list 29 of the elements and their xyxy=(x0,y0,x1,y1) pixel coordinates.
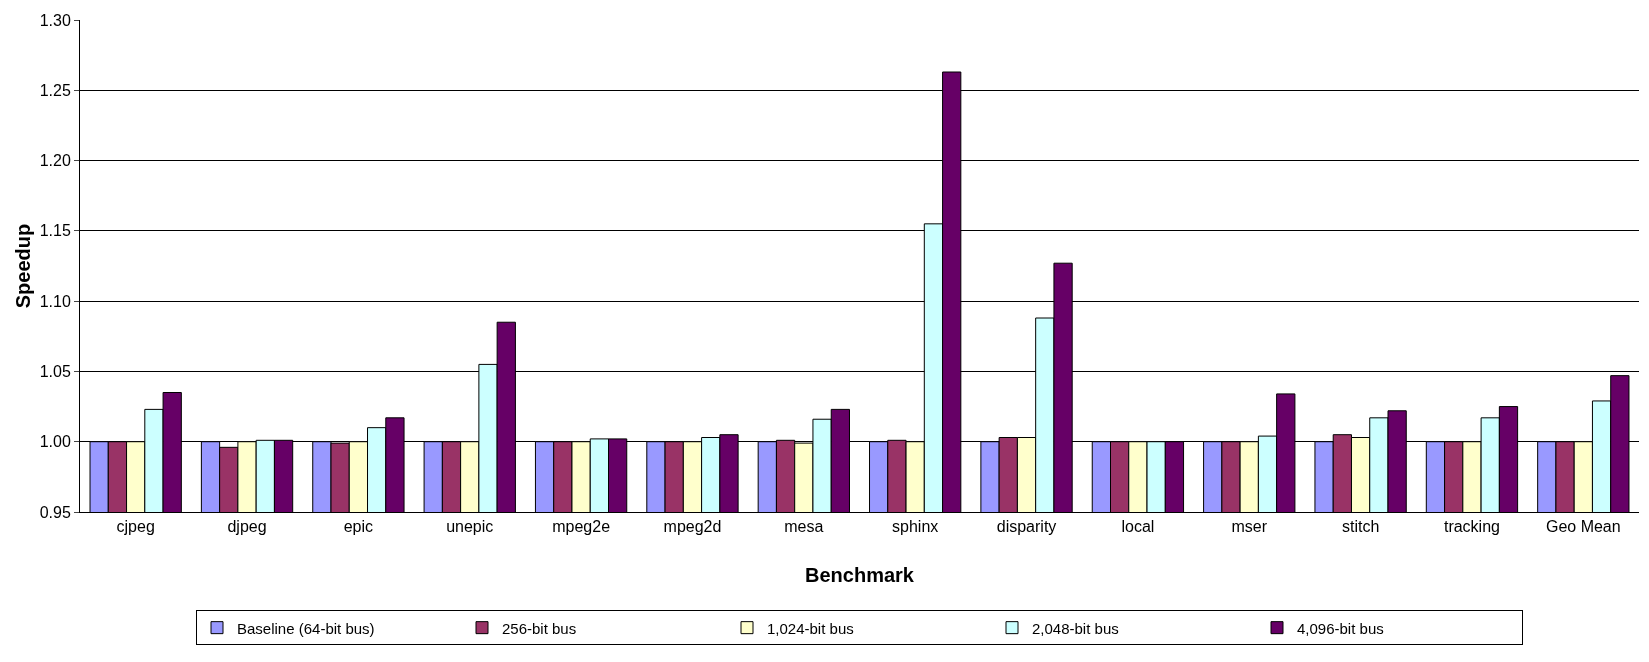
x-tick-label: unepic xyxy=(446,518,494,536)
y-tick-label: 1.00 xyxy=(39,433,71,451)
x-tick-label: epic xyxy=(343,518,374,536)
x-tick-label: sphinx xyxy=(892,518,939,536)
x-axis-title: Benchmark xyxy=(805,564,915,586)
y-tick-label: 0.95 xyxy=(39,503,71,521)
x-tick-label: stitch xyxy=(1341,518,1380,536)
y-tick-label: 1.25 xyxy=(39,81,71,99)
x-tick-label: tracking xyxy=(1443,518,1500,536)
x-tick-label: local xyxy=(1121,518,1155,536)
x-tick-label: djpeg xyxy=(227,518,267,536)
legend-label: 256-bit bus xyxy=(502,619,577,637)
y-tick-label: 1.15 xyxy=(39,222,71,240)
y-axis-title: Speedup xyxy=(12,223,34,309)
x-tick-label: disparity xyxy=(996,518,1057,536)
y-tick-label: 1.20 xyxy=(39,152,71,170)
legend-label: 2,048-bit bus xyxy=(1032,619,1119,637)
y-tick-label: 1.30 xyxy=(39,11,71,29)
legend-label: 4,096-bit bus xyxy=(1297,619,1384,637)
x-tick-label: mpeg2e xyxy=(552,518,611,536)
x-tick-label: mesa xyxy=(784,518,824,536)
x-tick-label: mser xyxy=(1231,518,1268,536)
y-tick-label: 1.05 xyxy=(39,363,71,381)
x-tick-label: mpeg2d xyxy=(663,518,722,536)
x-tick-label: Geo Mean xyxy=(1545,518,1621,536)
x-tick-label: cjpeg xyxy=(116,518,155,536)
y-tick-label: 1.10 xyxy=(39,292,71,310)
legend-label: Baseline (64-bit bus) xyxy=(237,619,375,637)
legend-label: 1,024-bit bus xyxy=(767,619,854,637)
